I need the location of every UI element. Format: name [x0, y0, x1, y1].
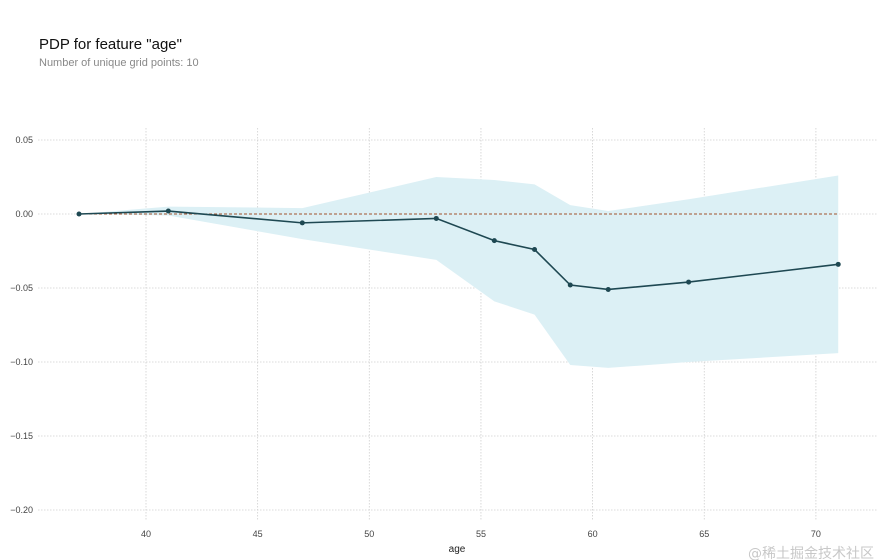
confidence-band	[79, 175, 839, 368]
y-tick-label: 0.05	[15, 135, 33, 145]
watermark: @稀土掘金技术社区	[748, 546, 874, 560]
x-axis-label: age	[449, 544, 466, 555]
y-tick-label: 0.00	[15, 209, 33, 219]
pdp-point	[76, 211, 82, 217]
pdp-point	[299, 220, 305, 226]
x-tick-label: 40	[141, 529, 151, 539]
pdp-point	[686, 279, 692, 285]
y-tick-label: −0.15	[10, 431, 33, 441]
chart-title: PDP for feature "age"	[39, 36, 182, 53]
y-tick-label: −0.10	[10, 357, 33, 367]
pdp-point	[605, 286, 611, 292]
y-tick-label: −0.05	[10, 283, 33, 293]
x-tick-label: 50	[364, 529, 374, 539]
pdp-point	[165, 208, 171, 214]
pdp-point	[433, 215, 439, 221]
pdp-points	[76, 208, 841, 292]
x-tick-label: 60	[588, 529, 598, 539]
x-tick-label: 65	[699, 529, 709, 539]
tick-labels: 0.05 0.00 −0.05 −0.10 −0.15 −0.20 40 45 50 55 60 65…	[10, 135, 821, 539]
x-tick-label: 70	[811, 529, 821, 539]
pdp-point	[835, 261, 841, 267]
y-tick-label: −0.20	[10, 505, 33, 515]
chart-subtitle: Number of unique grid points: 10	[39, 57, 199, 69]
pdp-point	[532, 247, 538, 253]
x-tick-label: 45	[253, 529, 263, 539]
x-tick-label: 55	[476, 529, 486, 539]
pdp-point	[567, 282, 573, 288]
pdp-point	[491, 238, 497, 244]
pdp-line	[78, 210, 839, 291]
